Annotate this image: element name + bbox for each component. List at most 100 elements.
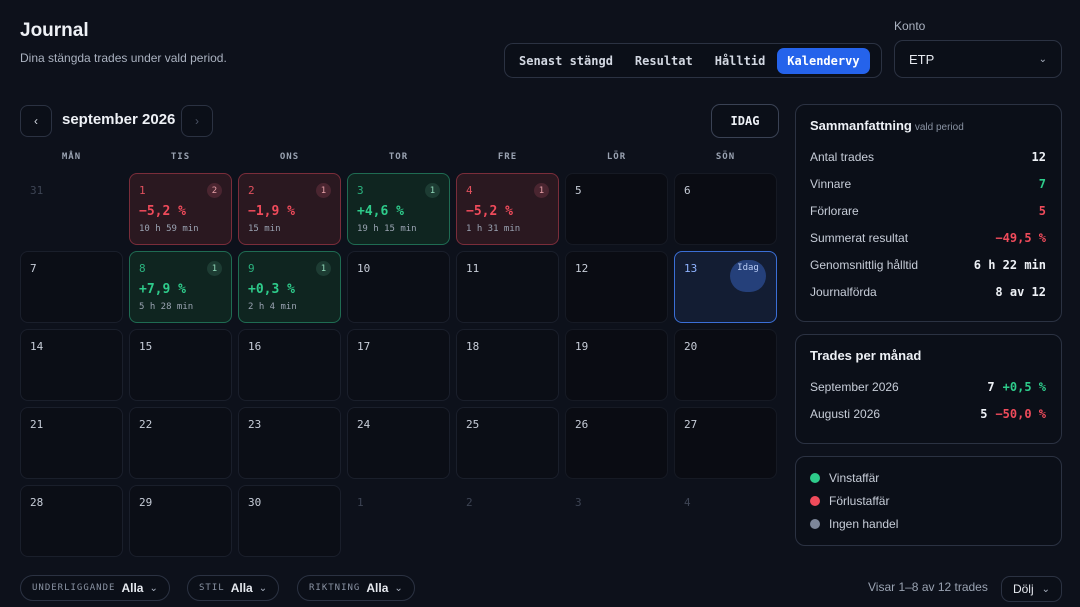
calendar-day[interactable]: 6 (674, 173, 777, 245)
day-number: 13 (684, 262, 698, 275)
summary-value: 7 (1038, 177, 1046, 191)
calendar-day: 4 (674, 485, 777, 557)
legend-item: Vinstaffär (810, 471, 879, 485)
weekday-1: TIS (170, 152, 191, 162)
calendar-day[interactable]: 16 (238, 329, 341, 401)
calendar-day[interactable]: 12 (565, 251, 668, 323)
legend-label: Förlustaffär (829, 494, 890, 508)
calendar-day[interactable]: 25 (456, 407, 559, 479)
filter-value: Alla (230, 581, 253, 595)
calendar-day: 1 (347, 485, 450, 557)
day-number: 12 (575, 262, 589, 275)
calendar-day[interactable]: 17 (347, 329, 450, 401)
calendar-day[interactable]: 24 (347, 407, 450, 479)
day-hold-time: 1 h 31 min (466, 224, 521, 234)
next-month-button[interactable]: › (181, 105, 213, 137)
prev-month-button[interactable]: ‹ (20, 105, 52, 137)
summary-row: Vinnare 7 (810, 177, 1046, 191)
calendar-day[interactable]: 13 Idag (674, 251, 777, 323)
day-number: 26 (575, 418, 589, 431)
day-number: 1 (357, 496, 364, 509)
calendar-day[interactable]: 28 (20, 485, 123, 557)
day-number: 3 (357, 184, 364, 197)
summary-value: 8 av 12 (995, 285, 1046, 299)
weekday-5: LÖR (606, 152, 627, 162)
calendar-day[interactable]: 21 (20, 407, 123, 479)
day-result: −5,2 % (139, 204, 186, 219)
day-number: 17 (357, 340, 371, 353)
day-number: 25 (466, 418, 480, 431)
summary-label: Vinnare (810, 177, 852, 191)
day-number: 8 (139, 262, 146, 275)
day-number: 24 (357, 418, 371, 431)
day-number: 11 (466, 262, 480, 275)
calendar-day[interactable]: 14 (20, 329, 123, 401)
calendar-day[interactable]: 3 1 +4,6 % 19 h 15 min (347, 173, 450, 245)
summary-label: Antal trades (810, 150, 875, 164)
account-value: ETP (909, 51, 935, 67)
tab-kalendervy[interactable]: Kalendervy (777, 47, 870, 74)
calendar-day[interactable]: 30 (238, 485, 341, 557)
calendar-day[interactable]: 7 (20, 251, 123, 323)
month-values: 5 −50,0 % (980, 407, 1046, 421)
account-label: Konto (894, 19, 926, 33)
filter-value: Alla (121, 581, 144, 595)
per-month-title: Trades per månad (810, 348, 922, 363)
day-number: 7 (30, 262, 37, 275)
tab-halltid[interactable]: Hålltid (714, 53, 766, 68)
calendar-day[interactable]: 29 (129, 485, 232, 557)
weekday-2: ONS (279, 152, 300, 162)
trade-count-badge: 1 (207, 261, 222, 276)
summary-row: Genomsnittlig hålltid 6 h 22 min (810, 258, 1046, 272)
summary-label: Genomsnittlig hålltid (810, 258, 919, 272)
summary-row: Summerat resultat −49,5 % (810, 231, 1046, 245)
filter-underliggande[interactable]: UNDERLIGGANDE Alla ⌄ (20, 575, 170, 601)
day-number: 5 (575, 184, 582, 197)
calendar-day[interactable]: 22 (129, 407, 232, 479)
month-row: September 2026 7 +0,5 % (810, 380, 1046, 394)
calendar-day[interactable]: 2 1 −1,9 % 15 min (238, 173, 341, 245)
calendar-day[interactable]: 15 (129, 329, 232, 401)
day-number: 10 (357, 262, 371, 275)
month-label: september 2026 (62, 111, 176, 128)
day-number: 30 (248, 496, 262, 509)
summary-label: Journalförda (810, 285, 877, 299)
filter-label: STIL (199, 583, 225, 593)
account-select[interactable]: ETP ⌄ (894, 40, 1062, 78)
filter-value: Alla (366, 581, 389, 595)
calendar-day[interactable]: 5 (565, 173, 668, 245)
calendar-day[interactable]: 23 (238, 407, 341, 479)
day-hold-time: 15 min (248, 224, 281, 234)
filter-riktning[interactable]: RIKTNING Alla ⌄ (297, 575, 415, 601)
view-tabs: Senast stängd Resultat Hålltid Kalenderv… (504, 43, 882, 78)
legend-item: Förlustaffär (810, 494, 889, 508)
day-result: −1,9 % (248, 204, 295, 219)
legend-dot-icon (810, 496, 820, 506)
calendar-day[interactable]: 19 (565, 329, 668, 401)
per-month-panel: Trades per månad September 2026 7 +0,5 % Au… (795, 334, 1062, 444)
calendar-day[interactable]: 1 2 −5,2 % 10 h 59 min (129, 173, 232, 245)
filter-stil[interactable]: STIL Alla ⌄ (187, 575, 280, 601)
calendar-day[interactable]: 11 (456, 251, 559, 323)
tab-senast-stangd[interactable]: Senast stängd (519, 53, 613, 68)
day-number: 4 (684, 496, 691, 509)
hide-button[interactable]: Dölj ⌄ (1001, 576, 1062, 602)
month-label: Augusti 2026 (810, 407, 881, 421)
calendar-day[interactable]: 20 (674, 329, 777, 401)
legend-label: Ingen handel (829, 517, 899, 531)
day-number: 23 (248, 418, 262, 431)
trade-count-badge: 1 (534, 183, 549, 198)
calendar-day[interactable]: 18 (456, 329, 559, 401)
calendar-day[interactable]: 10 (347, 251, 450, 323)
month-count: 7 (987, 380, 995, 394)
calendar-day[interactable]: 9 1 +0,3 % 2 h 4 min (238, 251, 341, 323)
day-number: 21 (30, 418, 44, 431)
calendar-day[interactable]: 27 (674, 407, 777, 479)
today-button[interactable]: IDAG (711, 104, 779, 138)
calendar-day[interactable]: 8 1 +7,9 % 5 h 28 min (129, 251, 232, 323)
tab-resultat[interactable]: Resultat (634, 53, 693, 68)
calendar-day[interactable]: 26 (565, 407, 668, 479)
day-number: 15 (139, 340, 153, 353)
trade-count-badge: 2 (207, 183, 222, 198)
calendar-day[interactable]: 4 1 −5,2 % 1 h 31 min (456, 173, 559, 245)
